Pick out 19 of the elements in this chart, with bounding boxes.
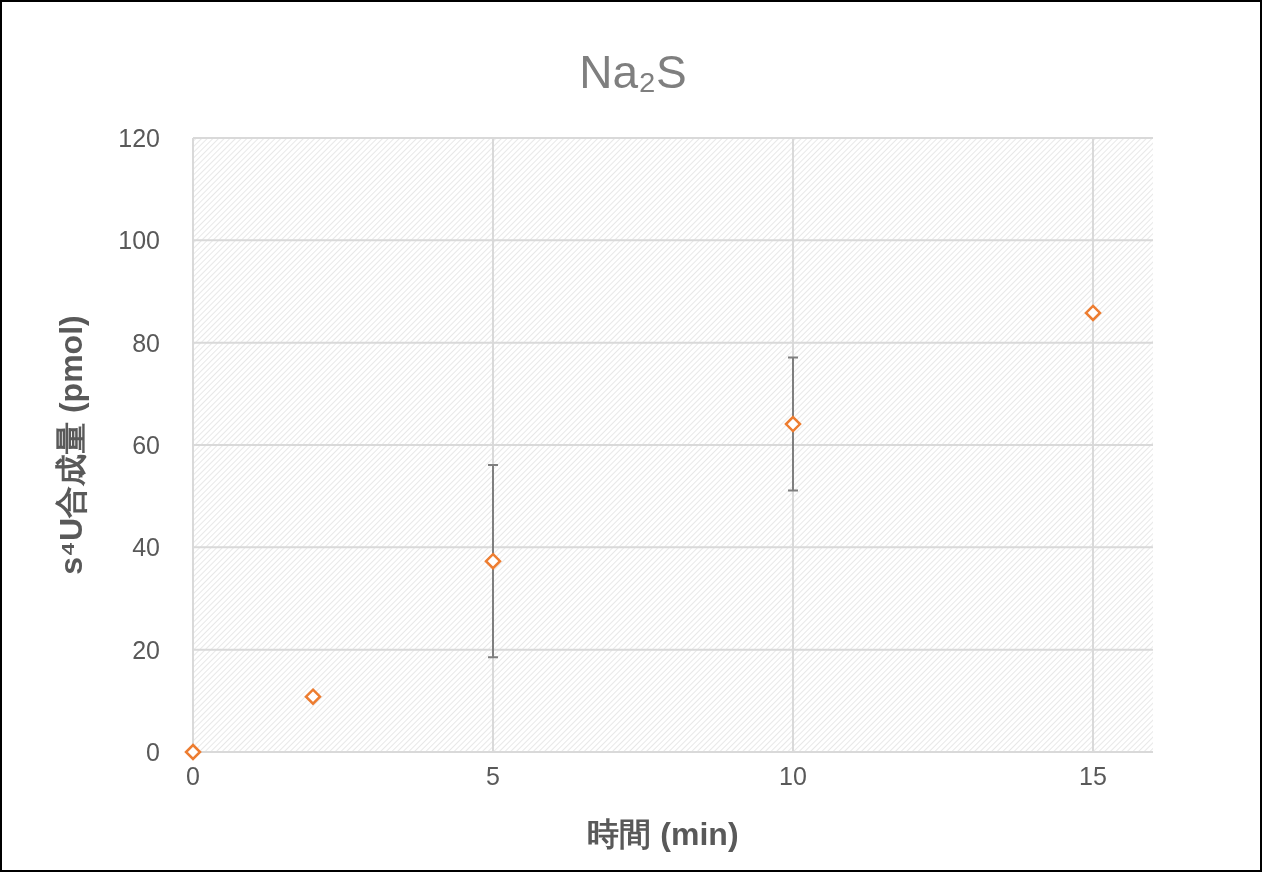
point [184,743,202,761]
y-tick-label: 100 [118,226,160,255]
y-tick-label: 120 [118,124,160,152]
point [1084,304,1102,322]
y-tick-label: 0 [146,738,160,766]
y-tick-label: 80 [132,328,160,357]
x-tick-label: 0 [186,762,200,790]
point [484,552,502,570]
x-tick-label: 5 [486,762,500,790]
y-tick-label: 20 [132,635,160,664]
chart-title: Na₂S [579,46,687,98]
x-tick-label: 15 [1079,762,1107,790]
y-tick-label: 40 [132,533,160,562]
x-axis-title: 時間 (min) [587,816,739,852]
y-tick-label: 60 [132,431,160,459]
point [784,415,802,433]
point [304,688,322,705]
x-tick-label: 10 [779,762,807,790]
y-axis-title: s⁴U合成量 (pmol) [53,315,89,575]
